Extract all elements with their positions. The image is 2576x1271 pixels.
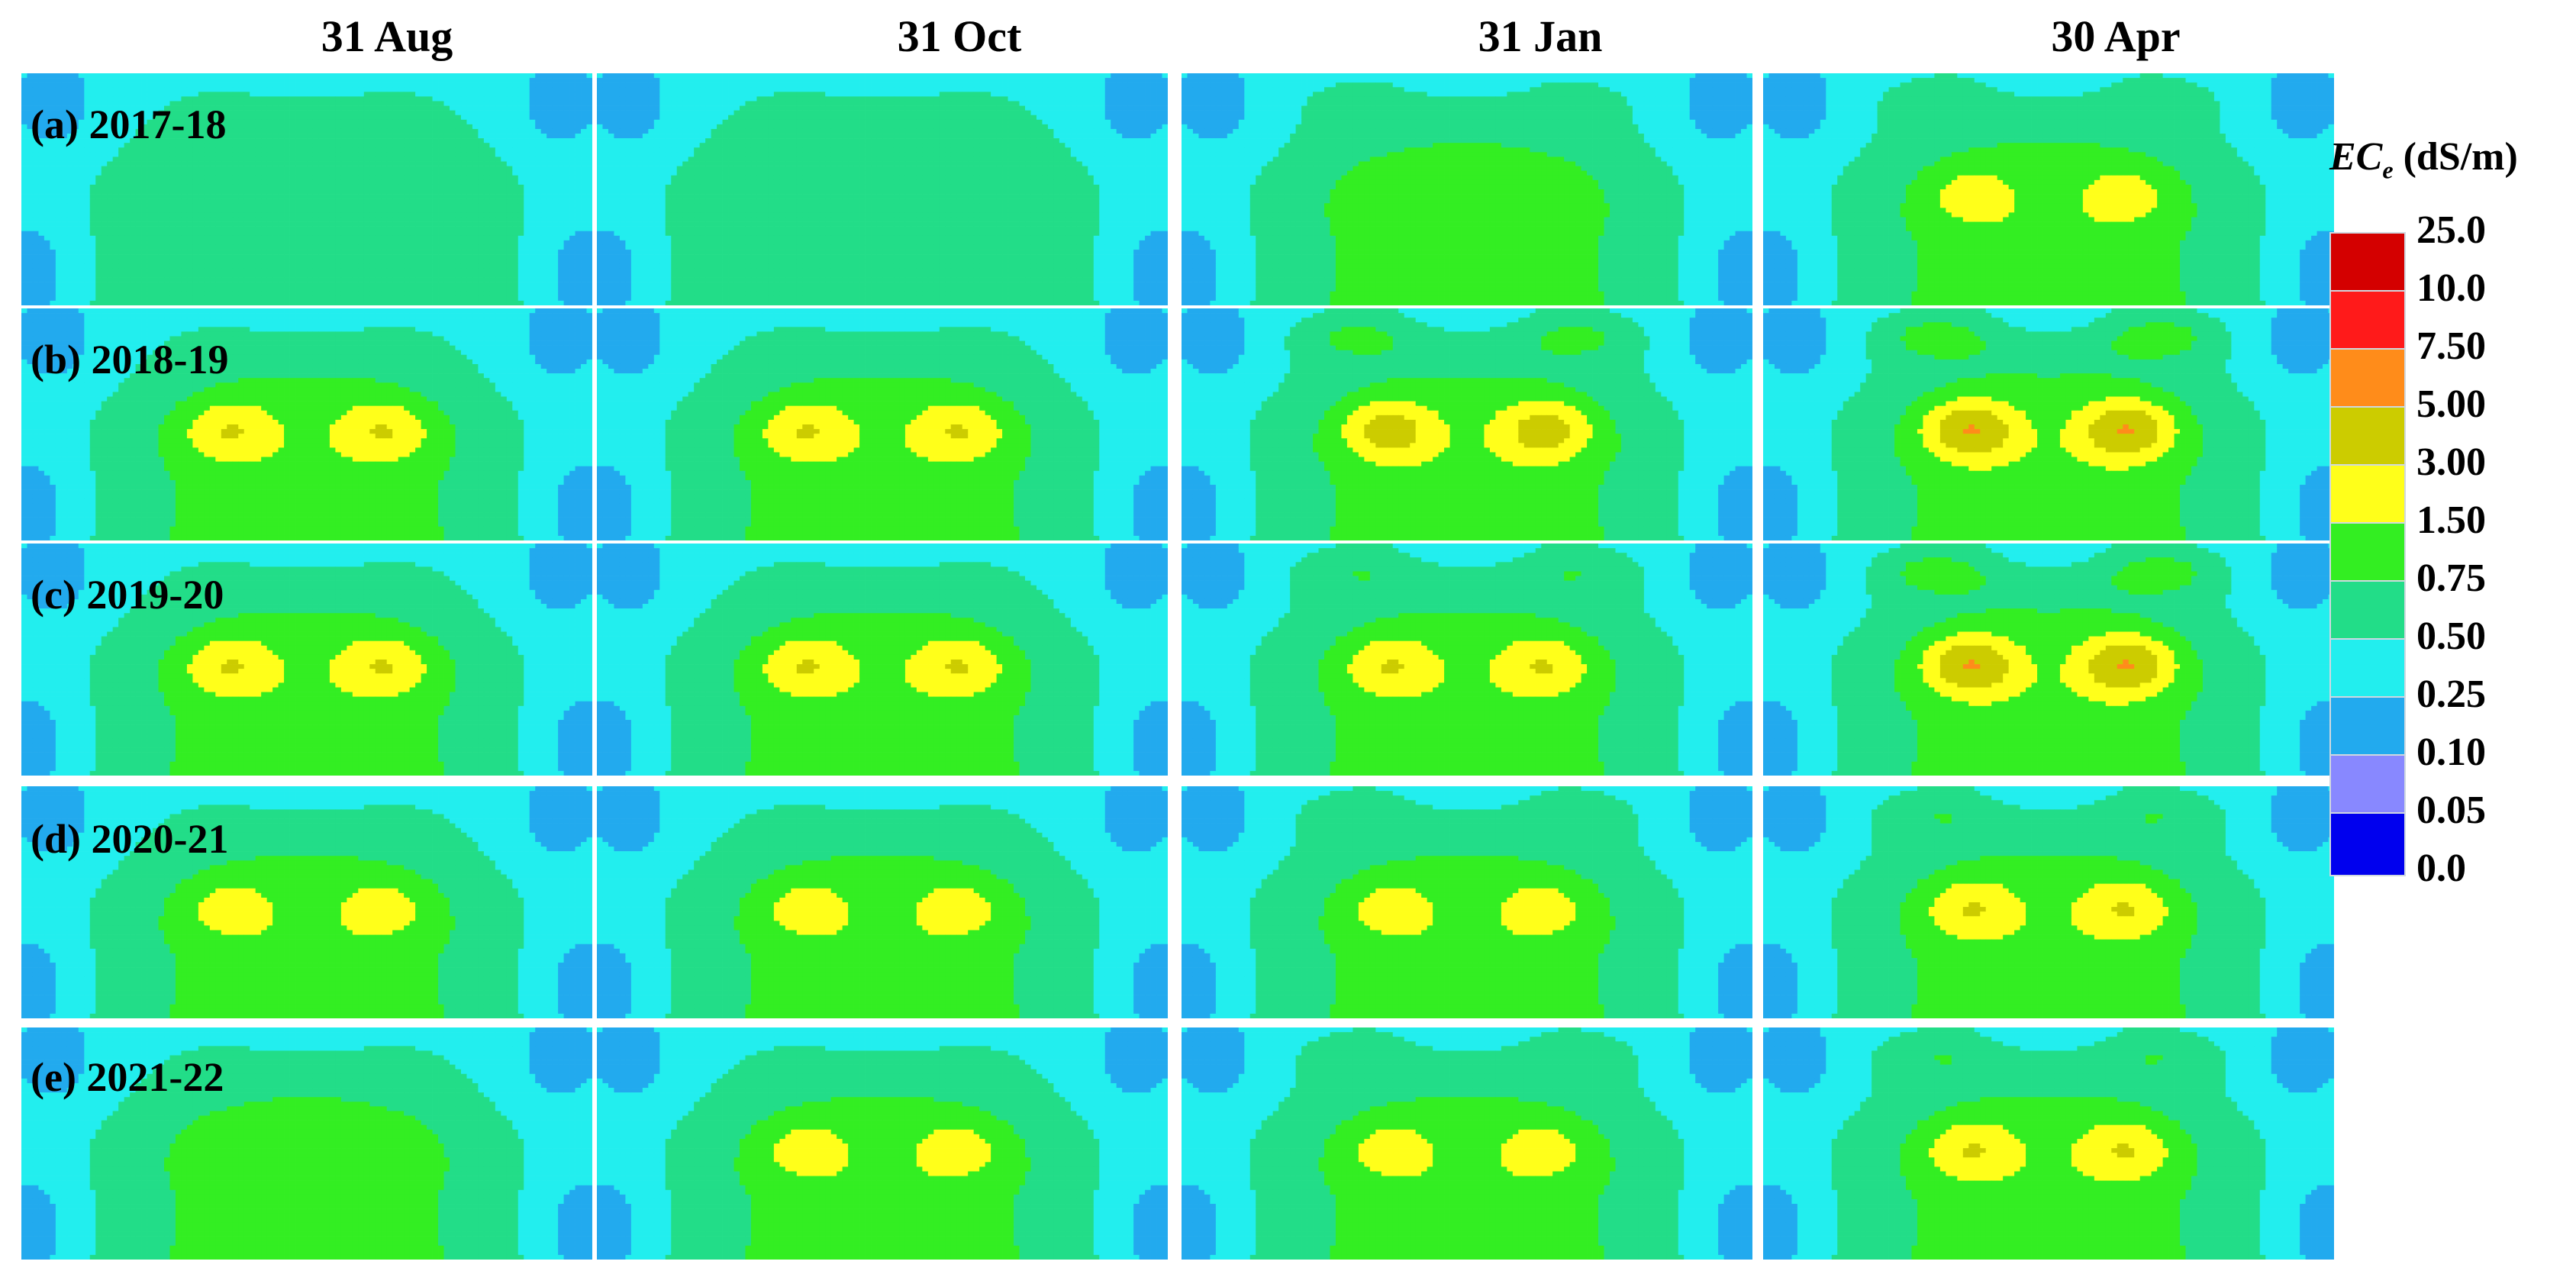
- legend-title-unit: (dS/m): [2394, 135, 2518, 179]
- contour-panel-r2-c2: [597, 308, 1168, 540]
- legend-title-sub: e: [2382, 156, 2393, 183]
- contour-map: [1763, 786, 2334, 1018]
- legend-title-var: EC: [2329, 135, 2382, 179]
- contour-panel-r3-c3: [1182, 544, 1752, 776]
- row-label-2020-21: (d) 2020-21: [31, 815, 228, 863]
- legend-swatch-5: [2329, 522, 2406, 586]
- contour-panel-r4-c3: [1182, 786, 1752, 1018]
- row-label-2017-18: (a) 2017-18: [31, 101, 226, 148]
- contour-map: [1182, 308, 1752, 540]
- legend-tick-7.50: 7.50: [2416, 324, 2486, 369]
- contour-panel-r5-c3: [1182, 1027, 1752, 1260]
- column-header-apr: 30 Apr: [1849, 11, 2383, 62]
- legend-swatch-10: [2329, 812, 2406, 876]
- contour-panel-r3-c2: [597, 544, 1168, 776]
- legend-swatch-3: [2329, 406, 2406, 470]
- contour-map: [1763, 1027, 2334, 1260]
- column-header-jan: 31 Jan: [1273, 11, 1807, 62]
- contour-map: [597, 1027, 1168, 1260]
- legend-tick-5.00: 5.00: [2416, 382, 2486, 427]
- contour-panel-r4-c4: [1763, 786, 2334, 1018]
- legend-tick-0.50: 0.50: [2416, 614, 2486, 659]
- legend-swatch-9: [2329, 754, 2406, 818]
- contour-panel-r2-c3: [1182, 308, 1752, 540]
- column-header-oct: 31 Oct: [692, 11, 1227, 62]
- contour-map: [597, 308, 1168, 540]
- contour-map: [1182, 1027, 1752, 1260]
- row-label-2019-20: (c) 2019-20: [31, 571, 224, 618]
- contour-map: [597, 544, 1168, 776]
- contour-panel-r5-c4: [1763, 1027, 2334, 1260]
- contour-map: [1182, 73, 1752, 305]
- contour-panel-r1-c2: [597, 73, 1168, 305]
- legend-swatch-0: [2329, 232, 2406, 296]
- contour-map: [1182, 786, 1752, 1018]
- column-header-aug: 31 Aug: [120, 11, 654, 62]
- contour-panel-r4-c2: [597, 786, 1168, 1018]
- contour-map: [1182, 544, 1752, 776]
- legend-swatch-1: [2329, 290, 2406, 354]
- legend-swatch-4: [2329, 464, 2406, 528]
- legend-swatch-8: [2329, 696, 2406, 760]
- legend-tick-25.0: 25.0: [2416, 208, 2486, 253]
- contour-map: [1763, 308, 2334, 540]
- legend-tick-3.00: 3.00: [2416, 440, 2486, 485]
- contour-panel-r2-c4: [1763, 308, 2334, 540]
- legend-tick-1.50: 1.50: [2416, 498, 2486, 543]
- legend-tick-10.0: 10.0: [2416, 266, 2486, 311]
- legend-tick-0.05: 0.05: [2416, 788, 2486, 833]
- contour-map: [597, 786, 1168, 1018]
- row-label-2018-19: (b) 2018-19: [31, 336, 228, 383]
- legend-swatch-7: [2329, 638, 2406, 702]
- contour-map: [597, 73, 1168, 305]
- legend-tick-0.10: 0.10: [2416, 730, 2486, 775]
- legend-swatch-2: [2329, 348, 2406, 412]
- contour-map: [1763, 544, 2334, 776]
- contour-map: [1763, 73, 2334, 305]
- row-label-2021-22: (e) 2021-22: [31, 1053, 224, 1101]
- legend-tick-0.0: 0.0: [2416, 846, 2466, 891]
- contour-panel-r1-c3: [1182, 73, 1752, 305]
- contour-panel-r5-c2: [597, 1027, 1168, 1260]
- contour-panel-r1-c4: [1763, 73, 2334, 305]
- legend-title: ECe (dS/m): [2329, 134, 2518, 184]
- legend-tick-0.75: 0.75: [2416, 556, 2486, 601]
- legend-swatch-6: [2329, 580, 2406, 644]
- legend-tick-0.25: 0.25: [2416, 672, 2486, 717]
- contour-panel-r3-c4: [1763, 544, 2334, 776]
